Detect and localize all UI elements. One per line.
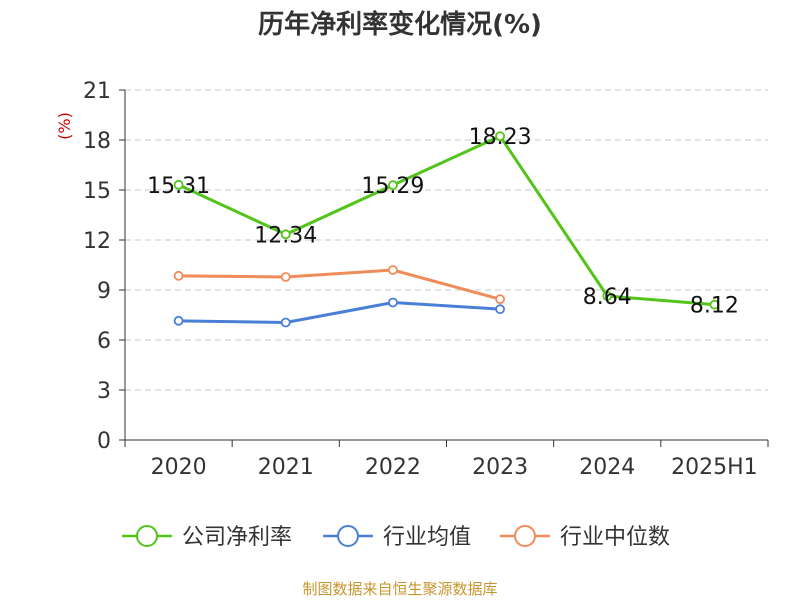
series-line [178, 268, 501, 301]
x-tick-label: 2024 [579, 455, 635, 480]
data-label: 18.23 [469, 125, 532, 150]
x-tick-label: 2025H1 [671, 455, 758, 480]
legend-label: 公司净利率 [182, 525, 292, 550]
y-tick-label: 21 [83, 79, 111, 104]
y-tick-label: 3 [97, 379, 111, 404]
data-label: 8.12 [690, 294, 739, 319]
data-point [495, 294, 505, 305]
series-line [177, 134, 715, 307]
axes: 0 3 6 9 12 15 18 21 2020 2021 2022 2023 2024 2025H1 [83, 79, 769, 480]
data-point [709, 299, 720, 310]
data-point [173, 270, 184, 281]
data-point [495, 304, 505, 315]
data-label: 12.34 [254, 223, 317, 248]
y-tick-label: 18 [83, 129, 111, 154]
grid [125, 89, 768, 391]
legend-marker [337, 525, 359, 547]
x-tick-label: 2022 [365, 455, 421, 480]
legend-label: 行业中位数 [560, 525, 670, 550]
data-point [280, 317, 291, 328]
data-label: 15.29 [361, 174, 424, 199]
y-tick-label: 0 [97, 429, 111, 454]
data-label: 8.64 [583, 285, 632, 310]
x-tick-label: 2023 [472, 455, 528, 480]
data-labels: 15.31 12.34 15.29 18.23 8.64 8.12 [147, 125, 739, 318]
data-label: 15.31 [147, 174, 210, 199]
y-axis-unit: (%) [55, 112, 74, 140]
data-point [280, 229, 291, 240]
legend-item[interactable]: 行业中位数 [500, 525, 670, 550]
legend-label: 行业均值 [383, 525, 471, 550]
y-tick-label: 9 [97, 279, 111, 304]
chart-title: 历年净利率变化情况(%) [258, 9, 542, 40]
data-point [602, 291, 613, 301]
source-note: 制图数据来自恒生聚源数据库 [302, 580, 497, 598]
y-tick-label: 12 [83, 229, 111, 254]
series [173, 131, 720, 328]
x-tick-label: 2021 [258, 455, 314, 480]
data-point [280, 272, 291, 282]
data-point [495, 131, 505, 142]
legend-marker [514, 525, 536, 547]
data-point [388, 297, 398, 308]
data-point [173, 179, 184, 190]
legend-item[interactable]: 行业均值 [323, 525, 471, 550]
data-point [388, 265, 398, 275]
y-tick-label: 15 [83, 179, 111, 204]
series-line [178, 301, 501, 324]
x-tick-label: 2020 [151, 455, 207, 480]
data-point [173, 315, 184, 326]
legend-item[interactable]: 公司净利率 [122, 525, 292, 550]
y-tick-label: 6 [97, 329, 111, 354]
legend[interactable]: 公司净利率 行业均值 行业中位数 [122, 525, 670, 550]
legend-marker [136, 525, 158, 547]
data-point [388, 180, 398, 191]
